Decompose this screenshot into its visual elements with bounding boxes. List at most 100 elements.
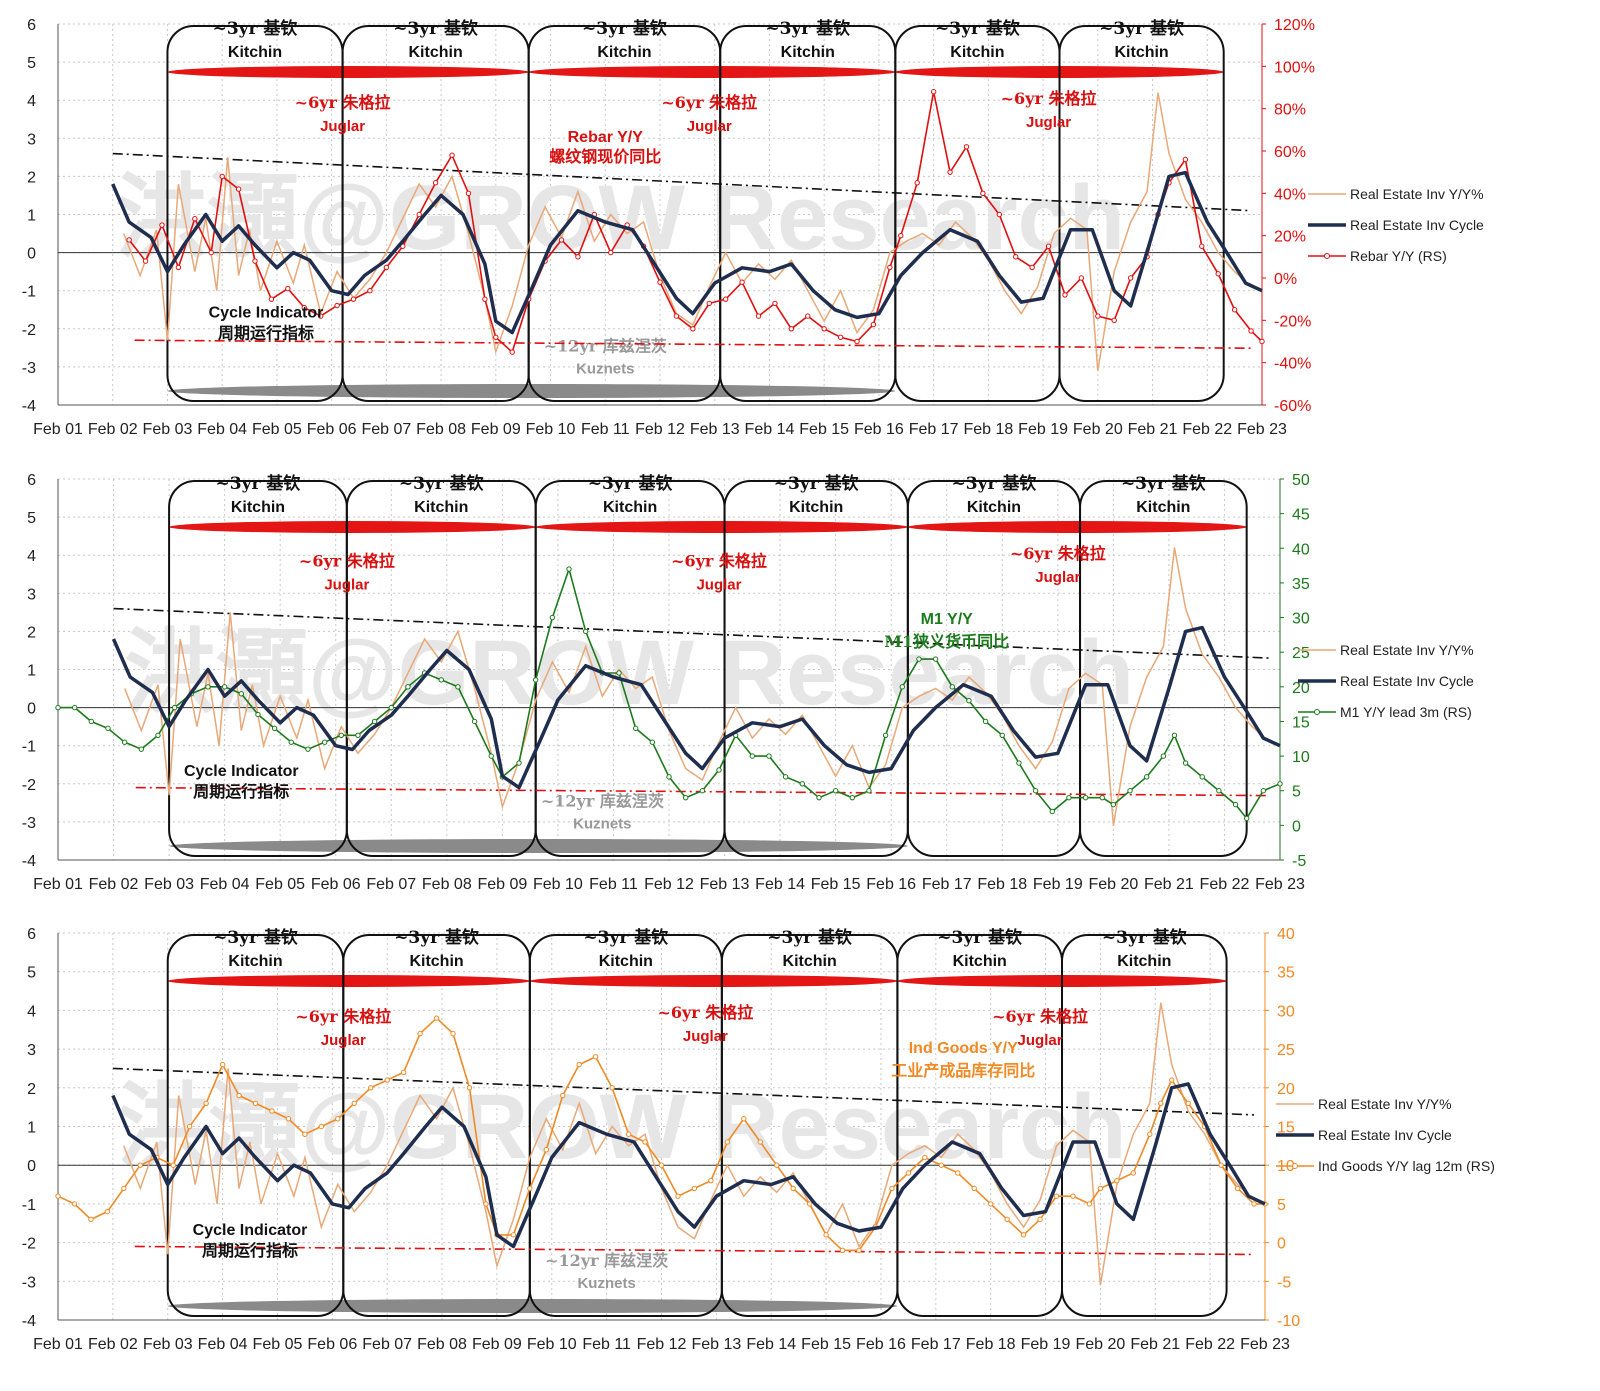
legend-marker (1314, 709, 1320, 715)
y-tick-label-left: 6 (27, 472, 36, 489)
data-point (238, 691, 245, 697)
data-point (922, 1154, 928, 1161)
data-point (724, 1139, 731, 1145)
data-point (649, 739, 656, 745)
data-point (1171, 732, 1178, 739)
data-point (417, 1030, 423, 1037)
data-point (1045, 243, 1052, 249)
y-tick-label-right: 40 (1277, 926, 1295, 943)
data-point (790, 1185, 796, 1192)
x-tick-label: Feb 05 (252, 421, 302, 438)
cycle-indicator-label-en: Cycle Indicator (193, 1222, 308, 1239)
kitchin-label-top: ~3yr 基钦 (588, 473, 673, 494)
data-point (155, 732, 161, 739)
x-tick-label: Feb 02 (88, 421, 138, 438)
cycle-indicator-label-cn: 周期运行指标 (193, 782, 289, 801)
data-point (449, 152, 455, 158)
y-tick-label-right: 80% (1274, 102, 1306, 119)
data-point (706, 300, 712, 307)
legend-entry: Rebar Y/Y (RS) (1350, 248, 1447, 264)
x-tick-label: Feb 11 (581, 421, 630, 438)
data-point (317, 313, 324, 319)
data-point (371, 718, 378, 725)
kitchin-label-bottom: Kitchin (414, 499, 468, 516)
x-tick-label: Feb 15 (799, 421, 849, 438)
data-point (772, 300, 778, 307)
y-tick-label-left: -1 (22, 1197, 36, 1214)
x-tick-label: Feb 06 (311, 876, 361, 893)
data-point (949, 684, 955, 690)
x-tick-label: Feb 19 (1018, 421, 1068, 438)
y-tick-label-right: -20% (1274, 313, 1311, 330)
data-point (549, 614, 556, 621)
kitchin-label-bottom: Kitchin (1114, 44, 1168, 61)
x-tick-label: Feb 01 (33, 876, 83, 893)
x-tick-label: Feb 23 (1255, 876, 1305, 893)
x-tick-label: Feb 03 (143, 421, 193, 438)
juglar-band (167, 66, 529, 78)
data-point (982, 718, 989, 725)
data-point (432, 180, 439, 186)
data-point (938, 1162, 945, 1168)
data-point (88, 1216, 94, 1223)
series-m1-markers (55, 566, 1283, 822)
data-point (71, 1201, 78, 1207)
y-tick-label-left: 4 (27, 93, 36, 110)
data-point (899, 684, 905, 690)
x-tick-label: Feb 09 (471, 421, 521, 438)
data-point (741, 1116, 747, 1122)
data-point (55, 1193, 61, 1199)
y-tick-label-left: 2 (27, 624, 36, 641)
data-point (582, 628, 589, 635)
y-tick-label-left: 2 (27, 1081, 36, 1098)
legend-entry: Real Estate Inv Cycle (1340, 673, 1474, 689)
x-tick-label: Feb 21 (1128, 421, 1178, 438)
y-tick-label-right: 40% (1274, 186, 1306, 203)
data-point (699, 788, 706, 794)
series-real-estate-yoy (124, 547, 1281, 826)
y-tick-label-right: -5 (1277, 1274, 1291, 1291)
y-tick-label-right: -40% (1274, 356, 1311, 373)
data-point (334, 302, 340, 309)
juglar-label-top: ~6yr 朱格拉 (661, 93, 757, 112)
data-point (839, 1247, 846, 1254)
x-tick-label: Feb 14 (745, 421, 795, 438)
data-point (55, 704, 61, 711)
cycle-indicator-label-en: Cycle Indicator (184, 763, 299, 780)
y-tick-label-right: 45 (1292, 507, 1310, 524)
data-point (849, 794, 855, 801)
juglar-label-bottom: Juglar (1035, 569, 1080, 586)
x-tick-label: Feb 18 (966, 1336, 1016, 1353)
y-tick-label-right: 0 (1277, 1236, 1286, 1253)
data-point (866, 788, 872, 794)
data-point (471, 718, 478, 725)
kitchin-cycle-box (1061, 934, 1228, 1317)
x-tick-label: Feb 22 (1182, 421, 1232, 438)
data-point (987, 1201, 994, 1207)
data-point (870, 321, 877, 328)
legend-entry: Real Estate Inv Y/Y% (1318, 1096, 1452, 1112)
data-point (483, 1201, 489, 1207)
y-tick-label-right: 20 (1277, 1081, 1295, 1098)
data-point (854, 338, 860, 345)
data-point (121, 739, 128, 745)
data-point (739, 279, 745, 285)
kitchin-cycle-box (1079, 480, 1248, 857)
data-point (1260, 788, 1267, 794)
data-point (1251, 1201, 1257, 1207)
data-point (416, 211, 422, 218)
x-tick-label: Feb 16 (866, 876, 916, 893)
data-point (1053, 1193, 1060, 1199)
data-point (716, 767, 722, 773)
data-point (932, 656, 939, 662)
data-point (930, 89, 937, 95)
data-point (1147, 1131, 1153, 1137)
data-point (1130, 1170, 1137, 1176)
x-tick-label: Feb 07 (366, 876, 416, 893)
data-point (465, 190, 472, 197)
series-title-en: Ind Goods Y/Y (909, 1040, 1018, 1057)
data-point (219, 173, 225, 180)
series-real-estate-cycle (111, 1082, 1266, 1249)
y-tick-label-right: 25 (1277, 1042, 1295, 1059)
